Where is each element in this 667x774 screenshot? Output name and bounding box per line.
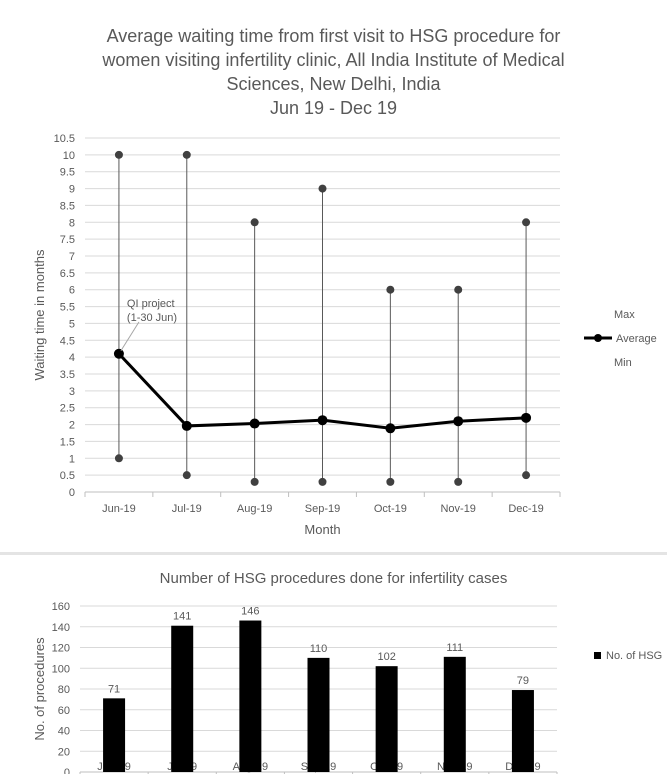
x-tick-label: Sep-19 <box>305 503 340 515</box>
y-tick-label: 8.5 <box>60 200 75 212</box>
legend-label-average: Average <box>616 333 657 345</box>
chart-title: Average waiting time from first visit to… <box>0 24 667 120</box>
y-tick-label: 1.5 <box>60 436 75 448</box>
min-marker <box>386 477 395 486</box>
average-marker <box>521 412 532 423</box>
y-tick-label: 3 <box>69 386 75 398</box>
bar <box>443 656 466 772</box>
min-marker <box>522 471 531 480</box>
data-label: 111 <box>446 642 463 654</box>
annotation-text: QI project <box>127 298 175 310</box>
x-tick-label: Nov-19 <box>440 503 475 515</box>
y-tick-label: 3.5 <box>60 369 75 381</box>
max-marker <box>182 150 191 159</box>
data-label: 110 <box>310 643 328 655</box>
y-tick-label: 60 <box>58 705 70 717</box>
max-marker <box>114 150 123 159</box>
data-label: 71 <box>108 683 120 695</box>
chart-title-line: Average waiting time from first visit to… <box>106 26 561 46</box>
max-marker <box>386 285 395 294</box>
x-axis-title: Month <box>304 522 340 537</box>
panel-divider <box>0 552 667 555</box>
max-marker <box>454 285 463 294</box>
annotation-leader <box>120 321 140 352</box>
y-tick-label: 10 <box>63 150 75 162</box>
y-tick-label: 140 <box>52 622 70 634</box>
y-tick-label: 0.5 <box>60 470 75 482</box>
annotation-text: (1-30 Jun) <box>127 312 177 324</box>
average-marker <box>385 423 396 434</box>
waiting-time-chart-panel: Average waiting time from first visit to… <box>0 24 667 537</box>
x-tick-label: Jun-19 <box>102 503 136 515</box>
max-marker <box>318 184 327 193</box>
data-label: 141 <box>173 611 191 623</box>
bar <box>375 666 398 772</box>
average-marker <box>181 420 192 431</box>
legend-marker-average <box>594 334 602 342</box>
average-marker <box>249 418 260 429</box>
data-label: 79 <box>517 675 529 687</box>
y-tick-label: 160 <box>52 601 70 613</box>
bar <box>103 698 126 772</box>
y-tick-label: 9 <box>69 184 75 196</box>
min-marker <box>250 477 259 486</box>
legend-swatch <box>594 652 601 659</box>
min-marker <box>114 454 123 463</box>
x-tick-label: Dec-19 <box>508 503 543 515</box>
y-tick-label: 5.5 <box>60 302 75 314</box>
chart-title: Number of HSG procedures done for infert… <box>159 570 508 587</box>
bar <box>171 625 194 772</box>
y-tick-label: 2.5 <box>60 403 75 415</box>
bar <box>239 620 262 772</box>
legend-label: No. of HSG <box>606 650 662 662</box>
chart-title-line: women visiting infertility clinic, All I… <box>102 50 565 70</box>
y-tick-label: 5 <box>69 318 75 330</box>
y-tick-label: 7.5 <box>60 234 75 246</box>
average-marker <box>113 348 124 359</box>
legend-label-min: Min <box>614 357 632 369</box>
chart-title-line: Jun 19 - Dec 19 <box>269 98 398 118</box>
bar <box>511 690 534 772</box>
y-tick-label: 7 <box>69 251 75 263</box>
x-tick-label: Aug-19 <box>237 503 272 515</box>
y-tick-label: 4 <box>69 352 75 364</box>
y-tick-label: 9.5 <box>60 167 75 179</box>
data-label: 146 <box>241 606 259 618</box>
y-axis-title: Waiting time in months <box>32 249 47 381</box>
y-tick-label: 2 <box>69 420 75 432</box>
y-tick-label: 20 <box>58 746 70 758</box>
chart-title-line: Sciences, New Delhi, India <box>226 74 441 94</box>
y-tick-label: 100 <box>52 663 70 675</box>
data-label: 102 <box>377 651 395 663</box>
waiting-time-plot: 0 0.5 1 1.5 2 2.5 3 3.5 4 4.5 5 5.5 6 6.5 7 7.5 8 8.5 9 9.5… <box>32 133 657 537</box>
y-tick-label: 6.5 <box>60 268 75 280</box>
y-tick-label: 10.5 <box>54 133 75 145</box>
y-tick-label: 80 <box>58 684 70 696</box>
x-tick-label: Jul-19 <box>172 503 202 515</box>
y-tick-label: 8 <box>69 217 75 229</box>
hsg-count-chart-panel: Number of HSG procedures done for infert… <box>0 555 667 774</box>
average-marker <box>317 415 328 426</box>
min-marker <box>318 477 327 486</box>
x-tick-label: Oct-19 <box>374 503 407 515</box>
y-tick-label: 1 <box>69 453 75 465</box>
hsg-count-plot: 020406080100120140160Jun-19Jul-19Aug-19S… <box>32 601 662 774</box>
max-marker <box>250 218 259 227</box>
y-tick-label: 40 <box>58 726 70 738</box>
min-marker <box>454 477 463 486</box>
y-tick-label: 0 <box>64 767 70 774</box>
y-tick-label: 0 <box>69 487 75 499</box>
y-axis-title: No. of procedures <box>32 637 47 741</box>
y-tick-label: 120 <box>52 643 70 655</box>
legend-label-max: Max <box>614 309 635 321</box>
y-tick-label: 4.5 <box>60 335 75 347</box>
max-marker <box>522 218 531 227</box>
min-marker <box>182 471 191 480</box>
bar <box>307 657 330 772</box>
y-tick-label: 6 <box>69 285 75 297</box>
average-marker <box>453 416 464 427</box>
